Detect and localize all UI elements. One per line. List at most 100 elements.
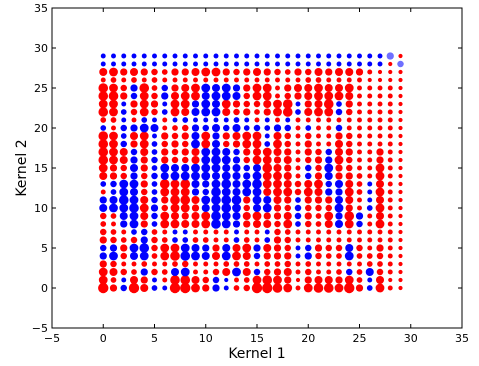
data-point	[273, 163, 282, 173]
data-point	[140, 268, 148, 276]
data-point	[151, 165, 158, 171]
data-point	[182, 237, 189, 243]
data-point	[191, 67, 200, 77]
data-point	[263, 243, 272, 253]
data-point	[111, 61, 116, 67]
data-point	[376, 252, 384, 260]
data-point	[304, 100, 312, 108]
data-point	[357, 61, 362, 67]
data-point	[367, 125, 373, 131]
data-point	[284, 132, 291, 140]
data-point	[203, 269, 209, 275]
data-point	[386, 52, 394, 60]
data-point	[172, 53, 178, 59]
data-point	[172, 261, 178, 267]
data-point	[141, 172, 148, 180]
data-point	[398, 165, 403, 171]
data-point	[367, 133, 373, 139]
data-point	[375, 203, 385, 213]
data-point	[375, 187, 385, 197]
data-point	[234, 53, 239, 59]
data-point	[223, 124, 230, 132]
data-point	[170, 171, 180, 181]
data-point	[282, 107, 293, 117]
data-point	[211, 123, 221, 133]
data-point	[295, 133, 301, 139]
data-point	[212, 276, 220, 284]
data-point	[213, 61, 219, 67]
data-point	[254, 229, 260, 235]
data-point	[180, 267, 190, 277]
data-point	[109, 284, 118, 292]
data-point	[161, 92, 169, 100]
data-point	[130, 172, 138, 180]
data-point	[325, 253, 332, 259]
data-point	[161, 109, 168, 115]
data-point	[262, 163, 273, 173]
data-point	[201, 251, 210, 261]
data-point	[171, 68, 179, 76]
data-point	[376, 268, 384, 276]
data-point	[252, 219, 262, 229]
data-point	[357, 125, 362, 131]
data-point	[355, 212, 364, 220]
data-point	[336, 77, 342, 83]
data-point	[295, 221, 301, 227]
data-point	[263, 99, 272, 109]
data-point	[181, 132, 189, 140]
data-point	[315, 221, 322, 227]
data-point	[316, 61, 321, 67]
data-point	[345, 91, 354, 101]
data-point	[387, 85, 393, 91]
data-point	[334, 179, 344, 189]
data-point	[398, 213, 403, 219]
data-point	[211, 187, 221, 197]
data-point	[223, 285, 229, 291]
data-point	[140, 236, 148, 244]
data-point	[140, 68, 148, 76]
data-point	[108, 91, 119, 101]
data-point	[202, 180, 210, 188]
data-point	[191, 251, 200, 261]
data-point	[100, 61, 106, 67]
data-point	[161, 84, 168, 92]
data-point	[387, 173, 393, 179]
data-point	[100, 228, 107, 236]
data-point	[262, 179, 272, 189]
data-point	[151, 221, 158, 227]
data-point	[254, 261, 260, 267]
data-point	[305, 77, 312, 83]
data-point	[326, 229, 332, 235]
data-point	[151, 77, 158, 83]
data-point	[387, 141, 393, 147]
data-point	[398, 261, 403, 267]
data-point	[324, 211, 334, 221]
data-point	[314, 196, 323, 204]
data-point	[121, 77, 127, 83]
data-point	[180, 187, 190, 197]
data-point	[295, 109, 301, 115]
data-point	[398, 269, 403, 275]
data-point	[305, 244, 312, 252]
data-point	[130, 124, 138, 132]
data-point	[181, 68, 189, 76]
data-point	[120, 84, 127, 92]
data-point	[131, 261, 137, 267]
data-point	[295, 237, 301, 243]
data-point	[203, 77, 209, 83]
data-point	[375, 211, 385, 221]
data-point	[211, 251, 221, 261]
data-point	[191, 91, 200, 101]
data-point	[121, 277, 127, 283]
data-point	[283, 219, 293, 229]
data-point	[109, 67, 118, 77]
data-point	[211, 179, 221, 189]
data-point	[100, 125, 107, 131]
data-point	[170, 203, 180, 213]
data-point	[326, 141, 332, 147]
data-point	[285, 77, 291, 83]
data-point	[398, 237, 403, 243]
data-point	[232, 140, 241, 148]
data-point	[129, 203, 139, 213]
data-point	[264, 141, 271, 147]
